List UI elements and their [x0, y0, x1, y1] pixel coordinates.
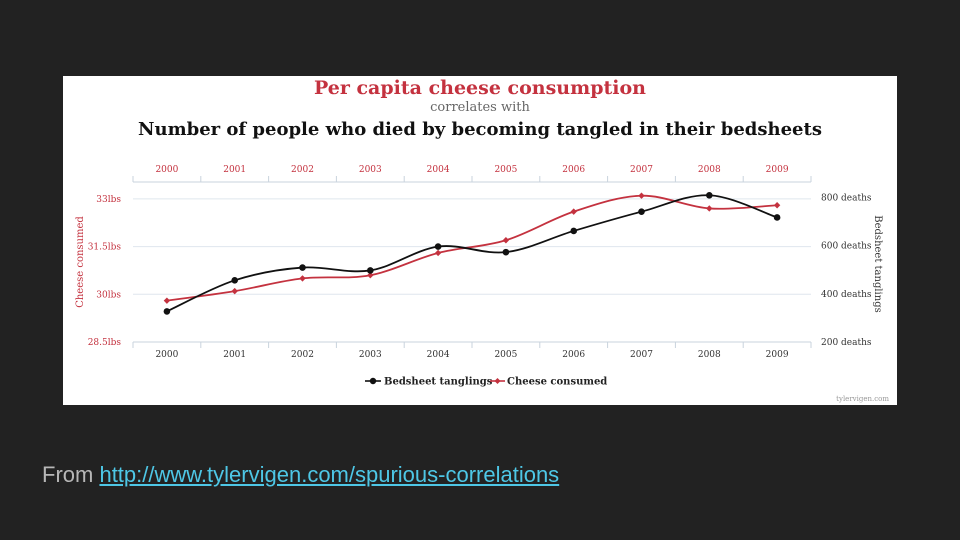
bedsheet-point	[163, 308, 171, 315]
top-tick-label: 2008	[698, 165, 721, 175]
bedsheet-point	[502, 248, 510, 256]
top-tick-label: 2006	[562, 165, 585, 175]
source-footer: From http://www.tylervigen.com/spurious-…	[42, 462, 559, 488]
bottom-tick-label: 2003	[359, 350, 382, 360]
cheese-point	[434, 249, 442, 257]
chart-subtitle: correlates with	[430, 100, 530, 115]
cheese-point	[706, 205, 713, 212]
bedsheet-point	[367, 267, 374, 274]
legend-bedsheet-marker	[369, 377, 377, 385]
bedsheet-series-line	[166, 194, 778, 313]
right-tick-label: 600 deaths	[821, 242, 872, 252]
watermark: tylervigen.com	[836, 395, 889, 403]
top-tick-label: 2000	[155, 165, 178, 175]
top-tick-label: 2007	[630, 165, 653, 175]
chart-title: Per capita cheese consumption	[314, 77, 646, 99]
bottom-tick-label: 2008	[698, 350, 721, 360]
bottom-tick-label: 2001	[223, 350, 246, 360]
bedsheet-point	[706, 191, 713, 199]
right-tick-label: 800 deaths	[821, 193, 872, 203]
footer-prefix: From	[42, 462, 100, 487]
bottom-tick-label: 2005	[494, 350, 517, 360]
source-link[interactable]: http://www.tylervigen.com/spurious-corre…	[99, 462, 560, 487]
right-tick-label: 400 deaths	[821, 290, 872, 300]
bedsheet-point	[299, 264, 306, 271]
bedsheet-point	[434, 243, 442, 250]
bedsheet-point	[638, 208, 645, 215]
top-tick-label: 2004	[427, 165, 450, 175]
bedsheet-point	[570, 227, 577, 235]
bottom-tick-label: 2009	[766, 350, 789, 360]
bottom-tick-label: 2002	[291, 350, 314, 360]
axes-layer: 28.5lbs 30lbs 31.5lbs 33lbs 200 deaths 400 de…	[75, 165, 883, 360]
cheese-point	[231, 287, 238, 295]
series-layer	[163, 191, 781, 315]
cheese-series-line	[166, 194, 778, 302]
left-tick-label: 33lbs	[96, 195, 121, 205]
top-tick-label: 2005	[494, 165, 517, 175]
right-tick-label: 200 deaths	[821, 338, 872, 348]
cheese-point	[570, 208, 577, 215]
cheese-point	[638, 192, 645, 199]
top-tick-label: 2003	[359, 165, 382, 175]
legend-cheese-label: Cheese consumed	[507, 377, 607, 388]
legend-bedsheet-label: Bedsheet tanglings	[384, 377, 493, 388]
top-tick-label: 2001	[223, 165, 246, 175]
left-tick-label: 31.5lbs	[88, 243, 122, 253]
bottom-tick-label: 2006	[562, 350, 585, 360]
left-tick-label: 30lbs	[96, 290, 121, 300]
left-tick-label: 28.5lbs	[88, 338, 122, 348]
chart-panel: Per capita cheese consumption correlates…	[63, 76, 897, 405]
bedsheet-point	[773, 214, 781, 221]
bottom-tick-label: 2004	[427, 350, 450, 360]
top-tick-label: 2002	[291, 165, 314, 175]
cheese-point	[299, 275, 306, 282]
right-axis-title: Bedsheet tanglings	[872, 215, 883, 312]
cheese-point	[502, 237, 510, 244]
bottom-tick-label: 2000	[155, 350, 178, 360]
left-axis-title: Cheese consumed	[75, 216, 86, 308]
cheese-point	[773, 202, 781, 209]
chart-title-2: Number of people who died by becoming ta…	[138, 119, 822, 140]
chart-svg: Per capita cheese consumption correlates…	[75, 77, 889, 403]
legend: Bedsheet tanglings Cheese consumed	[365, 377, 607, 388]
cheese-point	[163, 297, 171, 304]
top-tick-label: 2009	[766, 165, 789, 175]
bedsheet-point	[231, 277, 238, 284]
legend-cheese-marker	[494, 378, 501, 384]
bottom-tick-label: 2007	[630, 350, 653, 360]
